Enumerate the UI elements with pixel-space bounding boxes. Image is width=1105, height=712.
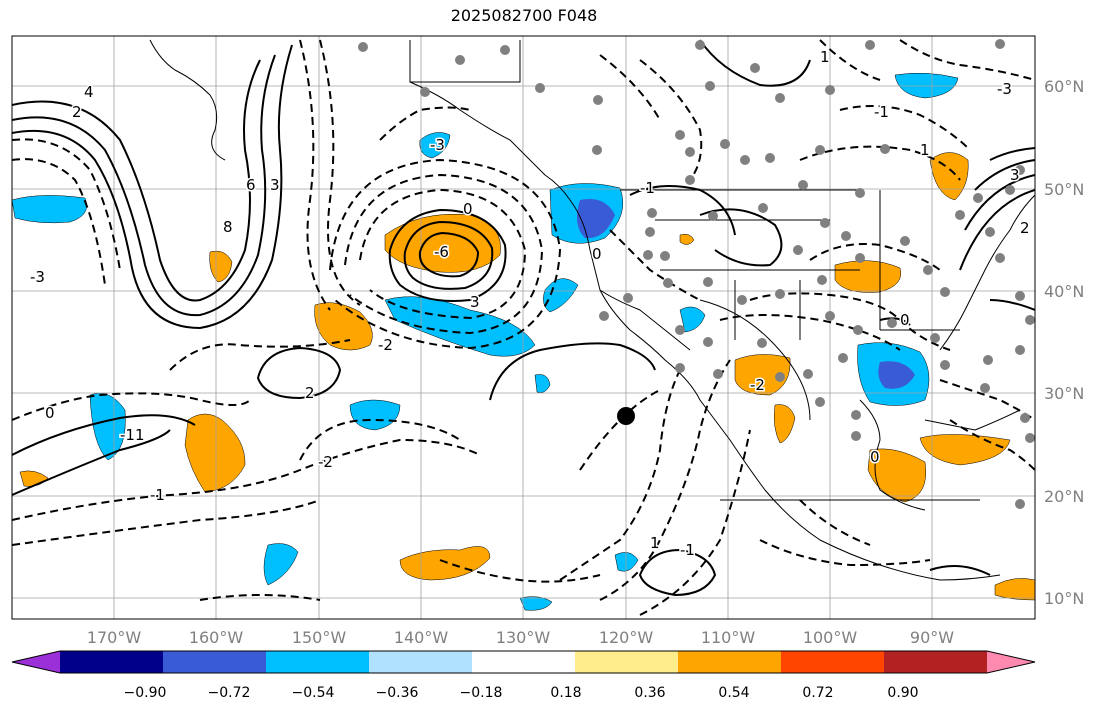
colorbar-swatch xyxy=(678,651,782,673)
svg-text:2: 2 xyxy=(72,103,82,121)
colorbar-tick-label: 0.72 xyxy=(802,685,833,701)
svg-text:3: 3 xyxy=(270,176,280,194)
contour-labels: 4 2 6 3 8 -3 0 -6 -2 -1 1 3 -1 0 -2 -3 2… xyxy=(29,47,1032,561)
svg-text:-1: -1 xyxy=(874,103,889,121)
lon-label: 120°W xyxy=(599,628,654,647)
lon-label: 150°W xyxy=(292,628,347,647)
svg-text:-1: -1 xyxy=(680,541,695,559)
svg-text:6: 6 xyxy=(246,176,256,194)
svg-text:2: 2 xyxy=(1020,219,1030,237)
svg-text:-1: -1 xyxy=(150,486,165,504)
coastlines xyxy=(149,39,1035,581)
colorbar-swatch xyxy=(163,651,267,673)
colorbar-swatch xyxy=(884,651,988,673)
svg-text:1: 1 xyxy=(650,534,660,552)
colorbar-tick-label: −0.90 xyxy=(124,685,167,701)
longitude-labels: 170°W 160°W 150°W 140°W 130°W 120°W 110°… xyxy=(87,628,954,647)
map-background xyxy=(12,36,1035,619)
lat-label: 30°N xyxy=(1044,384,1084,403)
svg-text:1: 1 xyxy=(820,48,830,66)
station-dots xyxy=(358,39,1035,509)
colorbar-outline xyxy=(11,650,1036,674)
svg-text:2: 2 xyxy=(305,384,315,402)
lon-label: 170°W xyxy=(87,628,142,647)
colorbar-tick-label: 0.18 xyxy=(550,685,581,701)
svg-text:-1: -1 xyxy=(120,426,135,444)
map-border xyxy=(11,35,1036,620)
colorbar-tick-label: 0.90 xyxy=(887,685,918,701)
lat-label: 40°N xyxy=(1044,282,1084,301)
lat-label: 50°N xyxy=(1044,180,1084,199)
colorbar-swatch xyxy=(575,651,679,673)
colorbar-extend-low xyxy=(12,651,60,673)
map-title: 2025082700 F048 xyxy=(450,6,598,25)
svg-text:8: 8 xyxy=(223,218,233,236)
colorbar-tick-label: 0.54 xyxy=(718,685,749,701)
colorbar-tick-label: −0.54 xyxy=(292,685,335,701)
colorbar-swatch xyxy=(369,651,473,673)
svg-text:1: 1 xyxy=(920,141,930,159)
svg-text:0: 0 xyxy=(870,448,880,466)
colorbar xyxy=(11,650,1036,674)
lon-label: 100°W xyxy=(803,628,858,647)
graticule xyxy=(12,36,1035,619)
lon-label: 130°W xyxy=(496,628,551,647)
svg-text:-2: -2 xyxy=(750,376,765,394)
solid-contours xyxy=(12,39,1035,597)
svg-text:4: 4 xyxy=(84,83,94,101)
svg-text:0: 0 xyxy=(592,245,602,263)
svg-text:3: 3 xyxy=(1010,166,1020,184)
lon-label: 110°W xyxy=(701,628,756,647)
colorbar-tick-label: −0.36 xyxy=(376,685,419,701)
lon-label: 160°W xyxy=(189,628,244,647)
colorbar-swatch xyxy=(781,651,885,673)
lon-label: 140°W xyxy=(394,628,449,647)
svg-text:3: 3 xyxy=(470,293,480,311)
colorbar-tick-label: −0.18 xyxy=(460,685,503,701)
svg-text:-3: -3 xyxy=(430,136,445,154)
svg-text:-1: -1 xyxy=(640,179,655,197)
svg-text:-2: -2 xyxy=(318,453,333,471)
svg-text:-3: -3 xyxy=(997,80,1012,98)
svg-text:-2: -2 xyxy=(378,336,393,354)
colorbar-swatch xyxy=(266,651,370,673)
deep-negative-shading xyxy=(576,199,915,389)
dashed-contours xyxy=(12,39,1035,616)
colorbar-swatch xyxy=(472,651,576,673)
svg-text:-3: -3 xyxy=(30,268,45,286)
lon-label: 90°W xyxy=(910,628,954,647)
lat-label: 60°N xyxy=(1044,77,1084,96)
colorbar-extend-high xyxy=(987,651,1035,673)
lat-label: 10°N xyxy=(1044,589,1084,608)
svg-text:0: 0 xyxy=(900,311,910,329)
target-location-marker xyxy=(617,407,635,425)
colorbar-tick-label: 0.36 xyxy=(634,685,665,701)
colorbar-tick-label: −0.72 xyxy=(208,685,251,701)
svg-text:-6: -6 xyxy=(434,243,449,261)
svg-text:0: 0 xyxy=(45,404,55,422)
svg-text:0: 0 xyxy=(463,200,473,218)
colorbar-swatch xyxy=(60,651,164,673)
latitude-labels: 60°N 50°N 40°N 30°N 20°N 10°N xyxy=(1044,77,1084,608)
svg-text:1: 1 xyxy=(135,426,145,444)
colorbar-labels: −0.90 −0.72 −0.54 −0.36 −0.18 0.18 0.36 … xyxy=(124,685,919,701)
lat-label: 20°N xyxy=(1044,487,1084,506)
